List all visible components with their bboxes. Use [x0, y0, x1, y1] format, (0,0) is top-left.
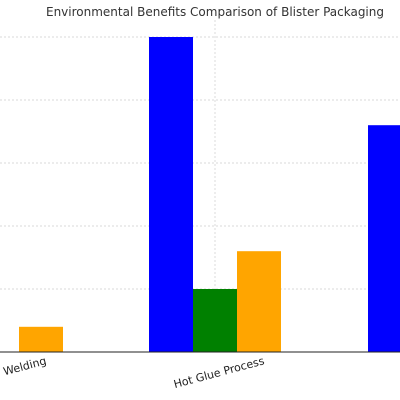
bar-series2-welding [19, 326, 63, 352]
bar-series0-hot-glue-process [149, 37, 193, 352]
x-tick-label-1: Hot Glue Process [172, 354, 266, 391]
x-tick-label-0: Welding [2, 354, 48, 378]
bar-series0-m [368, 125, 400, 352]
bar-series1-hot-glue-process [193, 289, 237, 352]
bar-series2-hot-glue-process [237, 251, 281, 352]
chart-title: Environmental Benefits Comparison of Bli… [46, 5, 384, 19]
bar-layer [19, 37, 400, 352]
